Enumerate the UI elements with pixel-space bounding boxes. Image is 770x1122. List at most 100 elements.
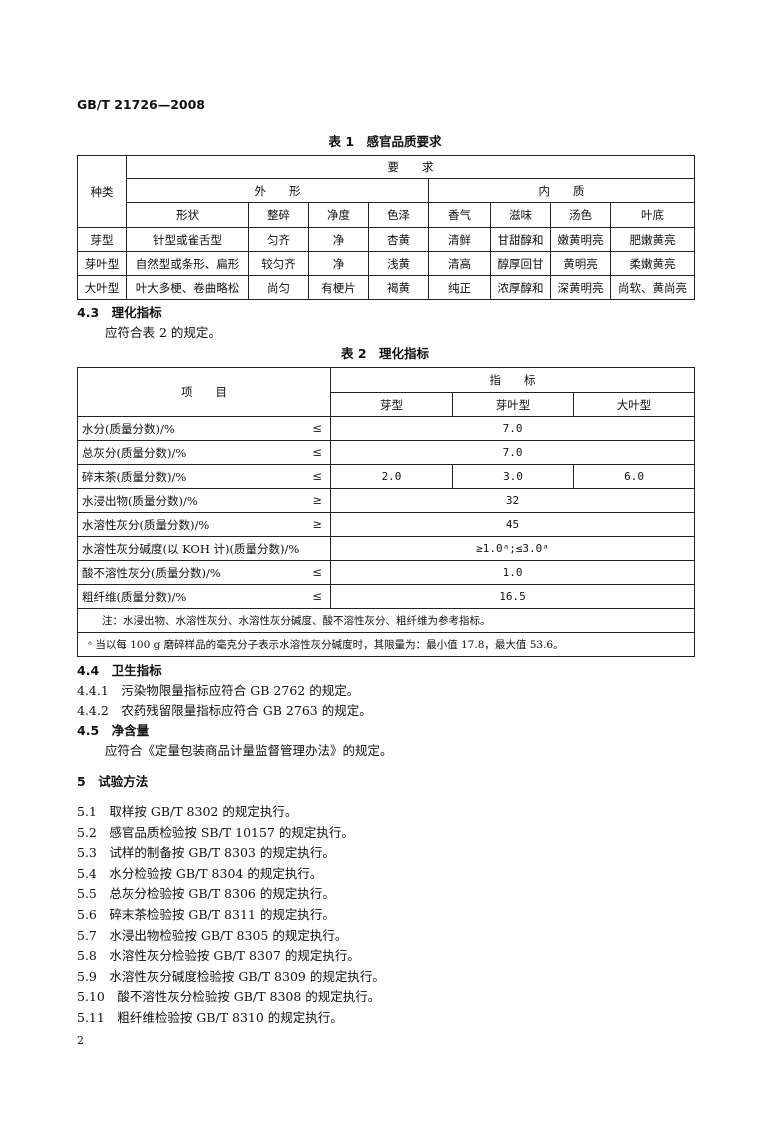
- table-cell: 净: [308, 251, 369, 276]
- table-cell: 醇厚回甘: [490, 251, 551, 276]
- value-cell: ≥1.0ᵃ;≤3.0ᵃ: [329, 536, 696, 561]
- table-row: 粗纤维(质量分数)/% ≤16.5: [77, 584, 696, 609]
- test-method-item: 5.1 取样按 GB/T 8302 的规定执行。: [77, 804, 298, 819]
- table-cell: 针型或雀舌型: [126, 227, 249, 252]
- table-cell: 叶大多梗、卷曲略松: [126, 275, 249, 300]
- subheader: 净度: [308, 202, 369, 228]
- item-name: 水溶性灰分(质量分数)/%: [82, 517, 210, 532]
- comparison-symbol: ≤: [312, 444, 322, 459]
- header-internal: 内 质: [428, 178, 695, 203]
- subheader: 芽叶型: [452, 392, 574, 417]
- table-cell: 净: [308, 227, 369, 252]
- value-cell: 7.0: [329, 416, 696, 441]
- table-row: 芽型 针型或雀舌型 匀齐净杏黄 清鲜 甘甜醇和 嫩黄明亮 肥嫩黄亮: [77, 227, 695, 252]
- test-method-item: 5.3 试样的制备按 GB/T 8303 的规定执行。: [77, 845, 335, 861]
- table-row: 芽叶型 自然型或条形、扁形 较匀齐净浅黄 清高 醇厚回甘 黄明亮 柔嫩黄亮: [77, 251, 695, 276]
- test-method-item: 5.4 水分检验按 GB/T 8304 的规定执行。: [77, 865, 323, 881]
- table-cell: 柔嫩黄亮: [610, 251, 695, 276]
- comparison-symbol: ≤: [312, 420, 322, 435]
- item-name-cell: 粗纤维(质量分数)/% ≤: [77, 584, 331, 609]
- subheader-row: 形状 整碎 净度 色泽 香气 滋味 汤色 叶底: [78, 202, 695, 228]
- table-cell: 杏黄: [368, 227, 429, 252]
- test-method-item: 5.6 碎末茶检验按 GB/T 8311 的规定执行。: [77, 907, 335, 922]
- table-cell: 褐黄: [368, 275, 429, 300]
- section-4-4-2: 4.4.2 农药残留限量指标应符合 GB 2763 的规定。: [77, 703, 372, 718]
- header-kind: 种类: [77, 155, 127, 228]
- test-method-item: 5.7 水浸出物检验按 GB/T 8305 的规定执行。: [77, 927, 348, 943]
- table-row: 碎末茶(质量分数)/% ≤2.0 3.0 6.0: [77, 464, 696, 489]
- item-name: 总灰分(质量分数)/%: [82, 445, 187, 460]
- subheader: 色泽: [368, 202, 429, 228]
- table-cell: 浓厚醇和: [490, 275, 551, 300]
- item-name-cell: 酸不溶性灰分(质量分数)/% ≤: [77, 560, 331, 585]
- table-row: 大叶型 叶大多梗、卷曲略松 尚匀 有梗片 褐黄 纯正 浓厚醇和 深黄明亮 尚软、黄尚亮: [77, 275, 695, 300]
- comparison-symbol: ≤: [312, 564, 322, 579]
- item-name-cell: 总灰分(质量分数)/% ≤: [77, 440, 331, 465]
- header-item: 项 目: [77, 367, 331, 417]
- table-cell: 纯正: [428, 275, 491, 300]
- header-appearance: 外 形: [126, 178, 429, 203]
- comparison-symbol: ≥: [312, 492, 322, 507]
- comparison-symbol: ≤: [312, 468, 322, 483]
- table2-footnote: ᵃ 当以每 100 g 磨碎样品的毫克分子表示水溶性灰分碱度时，其限量为：最小值…: [76, 632, 696, 657]
- section-4-5-heading: 4.5 净含量: [77, 723, 150, 738]
- section-4-4-heading: 4.4 卫生指标: [77, 663, 162, 678]
- value-cell: 16.5: [329, 584, 696, 609]
- item-name: 碎末茶(质量分数)/%: [82, 469, 187, 484]
- item-name-cell: 水分(质量分数)/% ≤: [77, 416, 331, 441]
- subheader: 形状: [126, 202, 249, 228]
- section-4-3-heading: 4.3 理化指标: [77, 305, 162, 320]
- item-name-cell: 水溶性灰分(质量分数)/% ≥: [77, 512, 331, 537]
- subheader: 香气: [428, 202, 491, 228]
- table-cell: 黄明亮: [550, 251, 611, 276]
- section-4-5-text: 应符合《定量包装商品计量监督管理办法》的规定。: [105, 743, 393, 758]
- standard-header: GB/T 21726—2008: [77, 97, 206, 112]
- table1-title: 表 1 感官品质要求: [328, 134, 442, 149]
- subheader: 整碎: [248, 202, 309, 228]
- comparison-symbol: ≤: [312, 588, 322, 603]
- table-cell: 芽型: [77, 227, 127, 252]
- table2-title: 表 2 理化指标: [340, 346, 430, 361]
- test-method-item: 5.8 水溶性灰分检验按 GB/T 8307 的规定执行。: [77, 948, 360, 964]
- table-row: 水分(质量分数)/% ≤7.0: [77, 416, 696, 441]
- test-method-item: 5.9 水溶性灰分碱度检验按 GB/T 8309 的规定执行。: [77, 968, 385, 984]
- item-name: 酸不溶性灰分(质量分数)/%: [82, 565, 221, 580]
- value-cell: 45: [329, 512, 696, 537]
- table-cell: 有梗片: [308, 275, 369, 300]
- table-cell: 清鲜: [428, 227, 491, 252]
- table-cell: 芽叶型: [77, 251, 127, 276]
- item-name: 水分(质量分数)/%: [82, 421, 175, 436]
- value-cell: 1.0: [329, 560, 696, 585]
- table-cell: 尚匀: [248, 275, 309, 300]
- item-name: 水浸出物(质量分数)/%: [82, 493, 198, 508]
- item-name: 水溶性灰分碱度(以 KOH 计)(质量分数)/%: [82, 541, 300, 556]
- page-number: 2: [77, 1034, 84, 1047]
- table-cell: 浅黄: [368, 251, 429, 276]
- table-cell: 深黄明亮: [550, 275, 611, 300]
- header-index: 指 标: [329, 367, 696, 393]
- table-cell: 自然型或条形、扁形: [126, 251, 249, 276]
- test-method-item: 5.5 总灰分检验按 GB/T 8306 的规定执行。: [77, 886, 335, 902]
- subheader: 滋味: [490, 202, 551, 228]
- table-cell: 大叶型: [77, 275, 127, 300]
- section-4-4-1: 4.4.1 污染物限量指标应符合 GB 2762 的规定。: [77, 683, 360, 698]
- test-method-item: 5.11 粗纤维检验按 GB/T 8310 的规定执行。: [77, 1010, 343, 1025]
- item-name-cell: 水浸出物(质量分数)/% ≥: [77, 488, 331, 513]
- table-cell: 较匀齐: [248, 251, 309, 276]
- table1-sensory: 种类要 求 外 形内 质 形状 整碎 净度 色泽 香气 滋味 汤色 叶底 芽型 针型或雀舌型 匀齐…: [77, 155, 695, 300]
- subheader: 大叶型: [572, 392, 696, 417]
- header-requirements: 要 求: [126, 155, 695, 179]
- subheader: 汤色: [550, 202, 611, 228]
- value-cell: 32: [329, 488, 696, 513]
- comparison-symbol: ≥: [312, 516, 322, 531]
- test-method-item: 5.2 感官品质检验按 SB/T 10157 的规定执行。: [77, 824, 354, 840]
- table2-physicochemical: 项 目指 标 芽型 芽叶型 大叶型 水分(质量分数)/% ≤7.0 总灰分(质量分数)/…: [76, 367, 696, 657]
- table-row: 水溶性灰分碱度(以 KOH 计)(质量分数)/% ≥1.0ᵃ;≤3.0ᵃ: [77, 536, 696, 561]
- table-cell: 肥嫩黄亮: [610, 227, 695, 252]
- table-cell: 嫩黄明亮: [550, 227, 611, 252]
- table-row: 总灰分(质量分数)/% ≤7.0: [77, 440, 696, 465]
- table-cell: 尚软、黄尚亮: [610, 275, 695, 300]
- table-cell: 匀齐: [248, 227, 309, 252]
- subheader: 芽型: [330, 392, 453, 417]
